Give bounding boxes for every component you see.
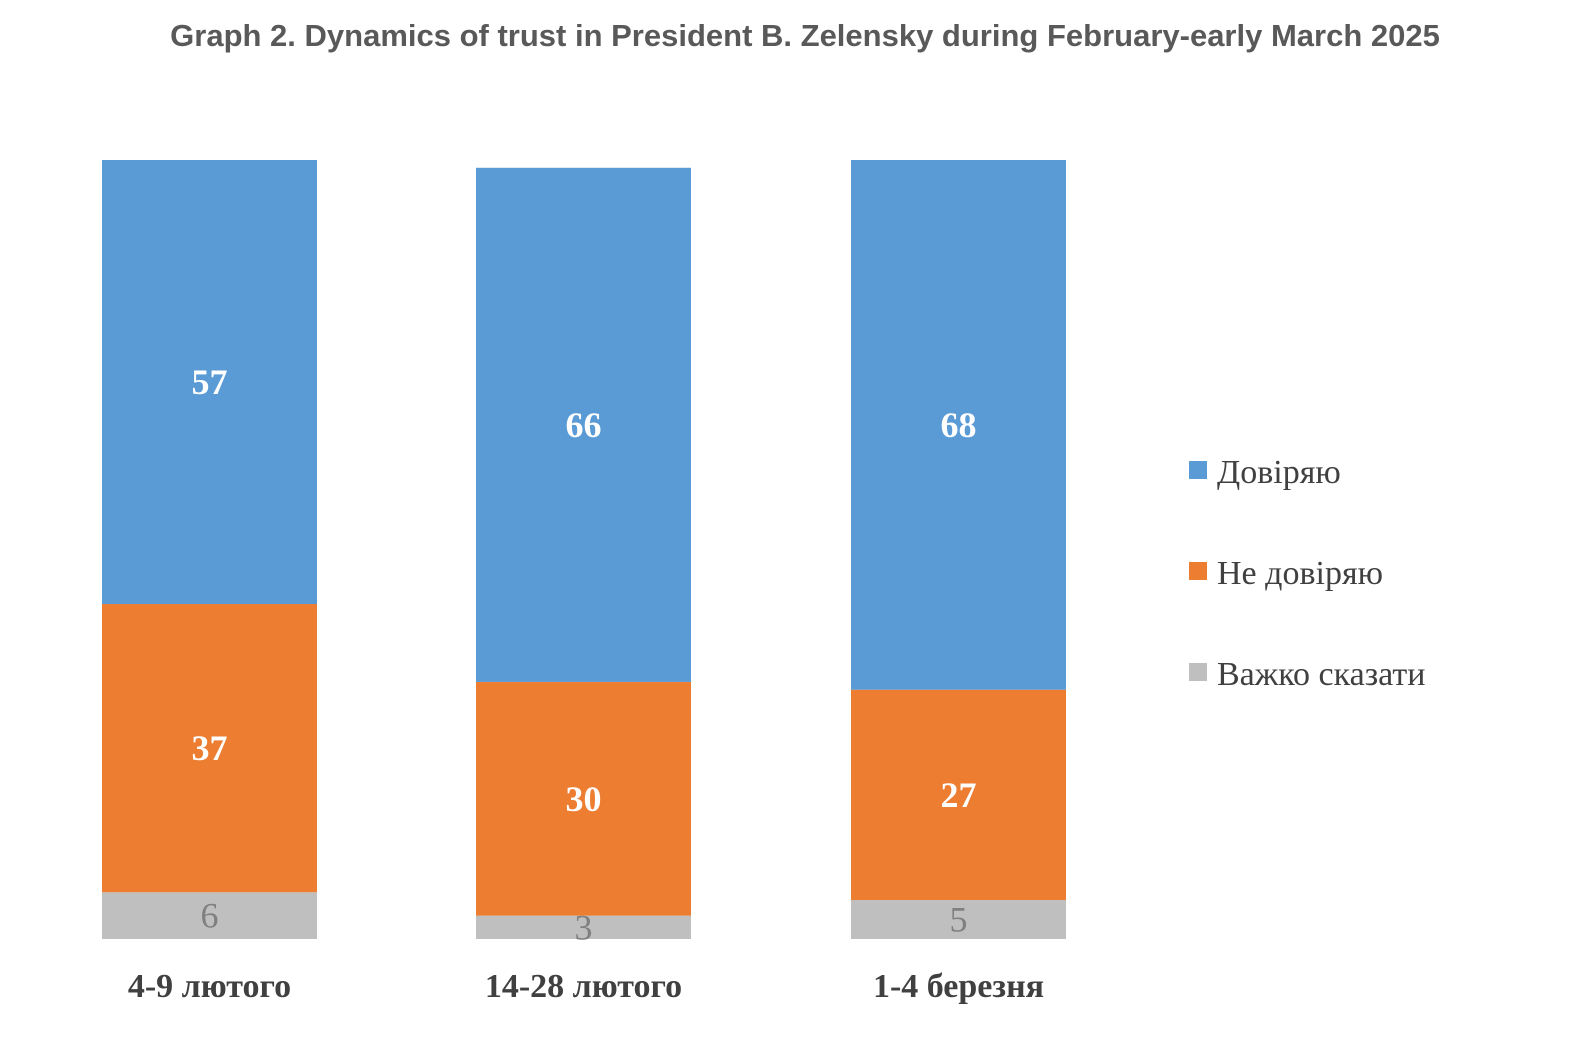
category-label: 1-4 березня [873,968,1044,1005]
bar-segment [851,160,1066,690]
chart-title: Graph 2. Dynamics of trust in President … [170,18,1440,53]
data-label: 57 [192,362,228,402]
legend-swatch [1189,562,1207,580]
data-label: 68 [941,405,977,445]
data-label: 5 [950,900,968,940]
bar-segment [851,900,1066,939]
data-label: 27 [941,775,977,815]
category-label: 14-28 лютого [485,968,682,1005]
bar-segment [102,160,317,605]
bar-segment [851,689,1066,901]
data-label: 37 [192,728,228,768]
legend-label: Довіряю [1217,454,1341,491]
legend-swatch [1189,663,1207,681]
bar-segment [476,915,691,939]
category-label: 4-9 лютого [128,968,291,1005]
legend-label: Важко сказати [1217,656,1425,693]
legend-swatch [1189,461,1207,479]
data-label: 6 [201,896,219,936]
data-label: 66 [566,405,602,445]
bar-segment [476,167,691,682]
bar-segment [102,604,317,893]
legend-label: Не довіряю [1217,555,1383,592]
bar-segment [476,681,691,916]
data-label: 3 [575,907,593,947]
data-label: 30 [566,779,602,819]
bar-segment [102,892,317,939]
